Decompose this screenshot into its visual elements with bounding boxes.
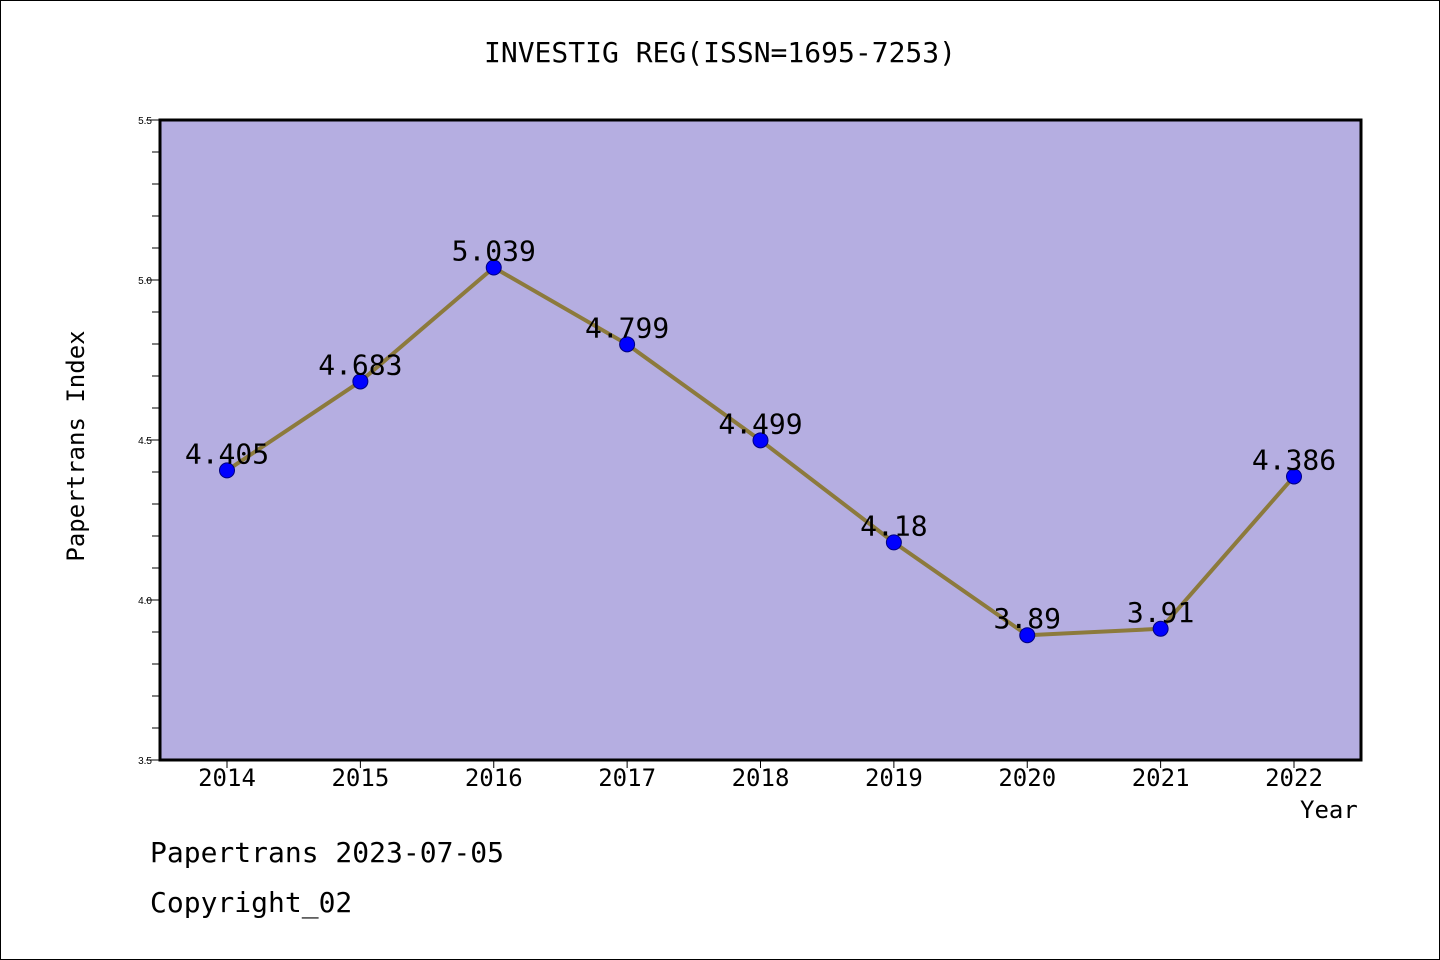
x-axis-label: Year: [1300, 796, 1358, 824]
data-label: 3.91: [1127, 596, 1194, 629]
y-tick-label: 4.0: [138, 596, 152, 607]
y-tick-label: 5.5: [138, 116, 152, 127]
x-tick-label: 2014: [198, 764, 256, 792]
x-tick-label: 2017: [598, 764, 656, 792]
data-point: [619, 336, 636, 353]
data-label: 4.683: [318, 348, 402, 381]
data-point: [352, 373, 369, 390]
data-point: [752, 432, 769, 449]
y-tick-label: 4.5: [138, 436, 152, 447]
x-tick-label: 2019: [865, 764, 923, 792]
data-point: [1019, 627, 1036, 644]
y-tick-label: 5.0: [138, 276, 152, 287]
data-label: 4.799: [585, 311, 669, 344]
x-tick-label: 2020: [998, 764, 1056, 792]
data-label: 4.405: [185, 437, 269, 470]
data-label: 5.039: [452, 235, 536, 268]
data-point: [1152, 620, 1169, 637]
x-tick-label: 2021: [1132, 764, 1190, 792]
data-label: 3.89: [994, 602, 1061, 635]
data-point: [1286, 468, 1302, 485]
footer-copyright: Copyright_02: [150, 886, 353, 919]
x-tick-label: 2018: [732, 764, 790, 792]
x-tick-label: 2016: [465, 764, 523, 792]
y-tick-label: 3.5: [138, 756, 152, 767]
footer-date: Papertrans 2023-07-05: [150, 836, 505, 869]
data-point: [485, 259, 502, 276]
data-point: [219, 462, 235, 479]
plot-border: [158, 118, 1363, 762]
x-tick-label: 2022: [1265, 764, 1323, 792]
x-tick-label: 2015: [331, 764, 389, 792]
data-point: [885, 534, 902, 551]
data-label: 4.499: [718, 407, 802, 440]
data-label: 4.18: [860, 509, 927, 542]
data-label: 4.386: [1252, 443, 1336, 476]
chart-title: INVESTIG REG(ISSN=1695-7253): [483, 36, 956, 69]
